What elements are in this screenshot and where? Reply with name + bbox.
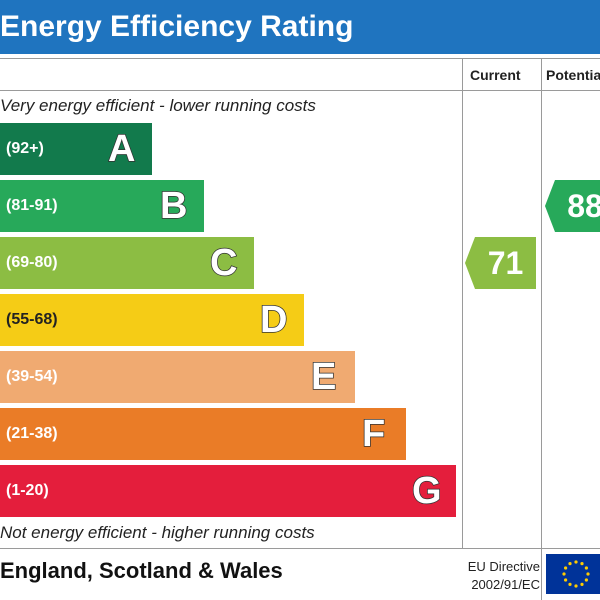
band-letter-label: C — [209, 241, 238, 285]
eu-flag-icon — [546, 554, 600, 594]
band-f: (21-38) F — [0, 408, 406, 460]
band-range-label: (69-80) — [6, 254, 58, 271]
eu-directive: EU Directive 2002/91/EC — [446, 558, 540, 594]
band-range-label: (1-20) — [6, 482, 49, 499]
band-letter-label: A — [107, 127, 136, 171]
eu-directive-line2: 2002/91/EC — [471, 577, 540, 592]
potential-rating-marker-value: 88 — [567, 187, 600, 224]
potential-rating-marker: 88 — [545, 180, 600, 232]
band-b: (81-91) B — [0, 180, 204, 232]
frame-top-line — [0, 58, 600, 59]
band-d: (55-68) D — [0, 294, 304, 346]
band-c: (69-80) C — [0, 237, 254, 289]
top-note: Very energy efficient - lower running co… — [0, 96, 316, 115]
band-letter-label: G — [411, 469, 442, 513]
band-letter-label: E — [310, 355, 337, 399]
band-e: (39-54) E — [0, 351, 355, 403]
band-letter-label: F — [361, 412, 386, 456]
band-a: (92+) A — [0, 123, 152, 175]
current-rating-marker: 71 — [465, 237, 536, 289]
footer-divider-line — [0, 548, 600, 549]
band-g: (1-20) G — [0, 465, 456, 517]
potential-column-divider — [541, 58, 542, 548]
band-range-label: (81-91) — [6, 197, 58, 214]
band-range-label: (55-68) — [6, 311, 58, 328]
band-letter-label: B — [159, 184, 188, 228]
band-letter-label: D — [259, 298, 288, 342]
chart-title: Energy Efficiency Rating — [0, 0, 600, 54]
potential-column-header: Potential — [546, 67, 600, 83]
band-range-label: (39-54) — [6, 368, 58, 385]
header-divider-line — [0, 90, 600, 91]
footer-region: England, Scotland & Wales — [0, 558, 283, 583]
eu-directive-line1: EU Directive — [467, 559, 540, 574]
chart-title-text: Energy Efficiency Rating — [0, 10, 354, 43]
current-column-header: Current — [470, 67, 521, 83]
band-range-label: (92+) — [6, 140, 44, 157]
bottom-note: Not energy efficient - higher running co… — [0, 523, 315, 542]
footer-eu-divider — [541, 548, 542, 600]
band-range-label: (21-38) — [6, 425, 58, 442]
current-rating-marker-value: 71 — [487, 244, 524, 281]
current-column-divider — [462, 58, 463, 548]
